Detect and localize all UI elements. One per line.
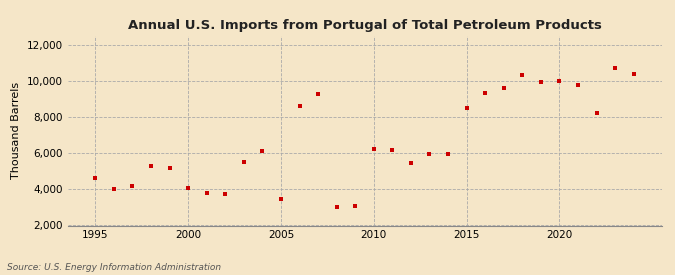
Point: [313, 92, 323, 97]
Point: [146, 164, 157, 168]
Point: [294, 104, 305, 108]
Point: [517, 72, 528, 77]
Point: [90, 175, 101, 180]
Point: [610, 66, 620, 70]
Point: [628, 72, 639, 76]
Point: [535, 80, 546, 84]
Point: [275, 197, 286, 202]
Point: [424, 152, 435, 156]
Point: [257, 149, 268, 154]
Point: [369, 147, 379, 151]
Point: [331, 204, 342, 209]
Point: [164, 166, 175, 170]
Title: Annual U.S. Imports from Portugal of Total Petroleum Products: Annual U.S. Imports from Portugal of Tot…: [128, 19, 601, 32]
Text: Source: U.S. Energy Information Administration: Source: U.S. Energy Information Administ…: [7, 263, 221, 272]
Point: [183, 186, 194, 191]
Y-axis label: Thousand Barrels: Thousand Barrels: [11, 82, 21, 179]
Point: [387, 147, 398, 152]
Point: [406, 161, 416, 165]
Point: [461, 106, 472, 110]
Point: [238, 160, 249, 164]
Point: [554, 79, 565, 83]
Point: [220, 192, 231, 196]
Point: [127, 183, 138, 188]
Point: [498, 86, 509, 90]
Point: [591, 110, 602, 115]
Point: [350, 204, 360, 208]
Point: [201, 191, 212, 195]
Point: [443, 152, 454, 156]
Point: [480, 90, 491, 95]
Point: [572, 83, 583, 88]
Point: [109, 187, 119, 192]
